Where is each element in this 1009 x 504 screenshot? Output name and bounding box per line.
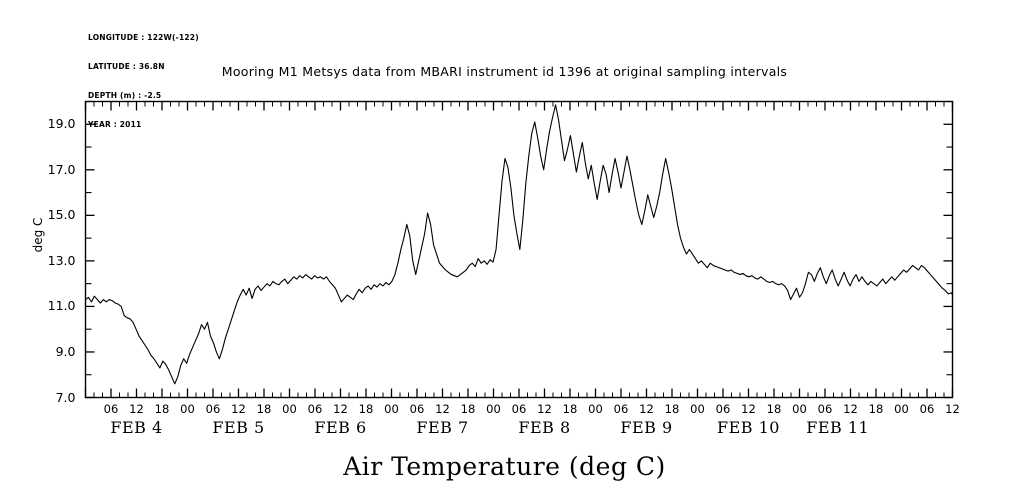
x-hour-label: 06: [103, 401, 119, 416]
x-hour-label: 00: [588, 401, 603, 416]
x-hour-label: 12: [435, 401, 450, 416]
x-hour-label: 12: [537, 401, 552, 416]
temperature-series-line: [84, 104, 954, 385]
x-day-label: FEB 9: [620, 417, 673, 437]
y-tick-label: 7.0: [55, 389, 76, 405]
x-hour-label: 12: [333, 401, 348, 416]
x-day-label: FEB 10: [717, 417, 780, 437]
plot-frame: [84, 100, 954, 399]
x-hour-label: 12: [129, 401, 144, 416]
axis-ticks: [84, 100, 954, 399]
x-hour-label: 06: [715, 401, 731, 416]
x-hour-label: 06: [511, 401, 527, 416]
y-tick-label: 11.0: [47, 298, 76, 314]
x-hour-label: 18: [256, 401, 272, 416]
x-day-label: FEB 4: [110, 417, 163, 437]
x-hour-label: 00: [792, 401, 807, 416]
x-day-label: FEB 7: [416, 417, 469, 437]
y-tick-label: 9.0: [55, 343, 76, 359]
x-hour-label: 12: [843, 401, 858, 416]
x-hour-label: 06: [205, 401, 221, 416]
metadata-longitude: LONGITUDE : 122W(-122): [88, 33, 199, 43]
x-day-label: FEB 6: [314, 417, 367, 437]
x-hour-label: 00: [486, 401, 501, 416]
y-tick-label: 19.0: [47, 116, 76, 132]
x-hour-label: 06: [817, 401, 833, 416]
metadata-block: LONGITUDE : 122W(-122) LATITUDE : 36.8N …: [88, 14, 199, 148]
x-hour-label: 12: [639, 401, 654, 416]
x-hour-label: 18: [766, 401, 782, 416]
x-hour-label: 00: [282, 401, 297, 416]
x-hour-label: 12: [231, 401, 246, 416]
x-hour-label: 00: [180, 401, 195, 416]
x-hour-label: 18: [562, 401, 578, 416]
x-hour-label: 18: [460, 401, 476, 416]
x-hour-label: 06: [307, 401, 323, 416]
x-hour-label: 00: [384, 401, 399, 416]
metadata-depth: DEPTH (m) : -2.5: [88, 90, 162, 100]
metadata-latitude: LATITUDE : 36.8N: [88, 61, 165, 71]
x-hour-label: 00: [690, 401, 705, 416]
x-hour-label: 00: [894, 401, 909, 416]
x-hour-label: 12: [741, 401, 756, 416]
x-axis-label: Air Temperature (deg C): [343, 452, 666, 481]
metadata-year: YEAR : 2011: [88, 119, 142, 129]
x-hour-label: 18: [868, 401, 884, 416]
x-hour-label: 12: [945, 401, 960, 416]
y-tick-label: 15.0: [47, 207, 76, 223]
x-hour-label: 18: [154, 401, 170, 416]
x-day-label: FEB 11: [806, 417, 870, 437]
x-hour-label: 06: [919, 401, 935, 416]
x-hour-label: 18: [664, 401, 680, 416]
x-hour-label: 18: [358, 401, 374, 416]
x-hour-label: 06: [409, 401, 425, 416]
y-tick-label: 13.0: [47, 252, 76, 268]
y-tick-label: 17.0: [47, 161, 76, 177]
chart-title: Mooring M1 Metsys data from MBARI instru…: [221, 64, 788, 79]
x-day-label: FEB 8: [518, 417, 571, 437]
x-day-label: FEB 5: [212, 417, 265, 437]
x-hour-label: 06: [613, 401, 629, 416]
